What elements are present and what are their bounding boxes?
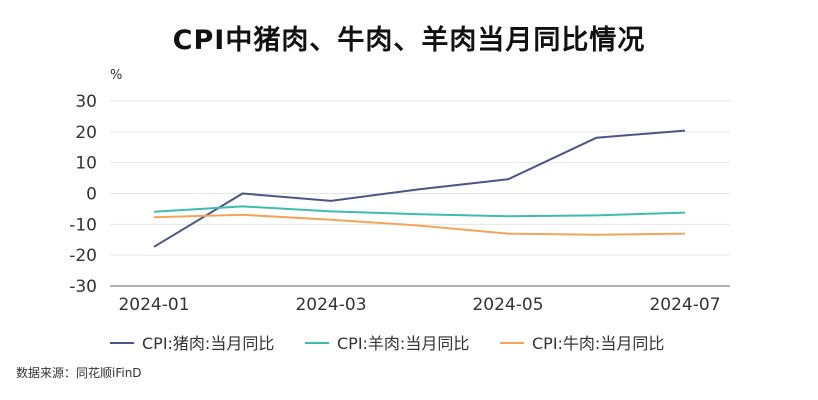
y-tick-label: -30 — [69, 277, 97, 297]
y-tick-label: 0 — [86, 185, 97, 205]
y-tick-label: 20 — [75, 123, 97, 143]
series-line — [153, 129, 686, 248]
legend-label: CPI:羊肉:当月同比 — [337, 334, 469, 353]
y-axis-unit: % — [110, 68, 122, 83]
series-line — [153, 205, 686, 218]
chart-title: CPI中猪肉、牛肉、羊肉当月同比情况 — [172, 25, 646, 56]
y-tick-label: 30 — [75, 92, 97, 112]
series-line — [153, 213, 686, 236]
data-source: 数据来源：同花顺iFinD — [16, 366, 142, 380]
x-tick-label: 2024-03 — [295, 295, 366, 315]
x-tick-label: 2024-05 — [472, 295, 543, 315]
x-tick-label: 2024-07 — [649, 295, 720, 315]
y-tick-label: -20 — [69, 246, 97, 266]
y-tick-label: 10 — [75, 154, 97, 174]
y-tick-label: -10 — [69, 215, 97, 235]
legend-label: CPI:牛肉:当月同比 — [532, 334, 664, 353]
line-chart: -30 -20 -10 0 10 20 30% 2024-01 2024-03 2024-05 20… — [69, 68, 730, 353]
x-tick-label: 2024-01 — [118, 295, 189, 315]
legend-label: CPI:猪肉:当月同比 — [142, 334, 274, 353]
